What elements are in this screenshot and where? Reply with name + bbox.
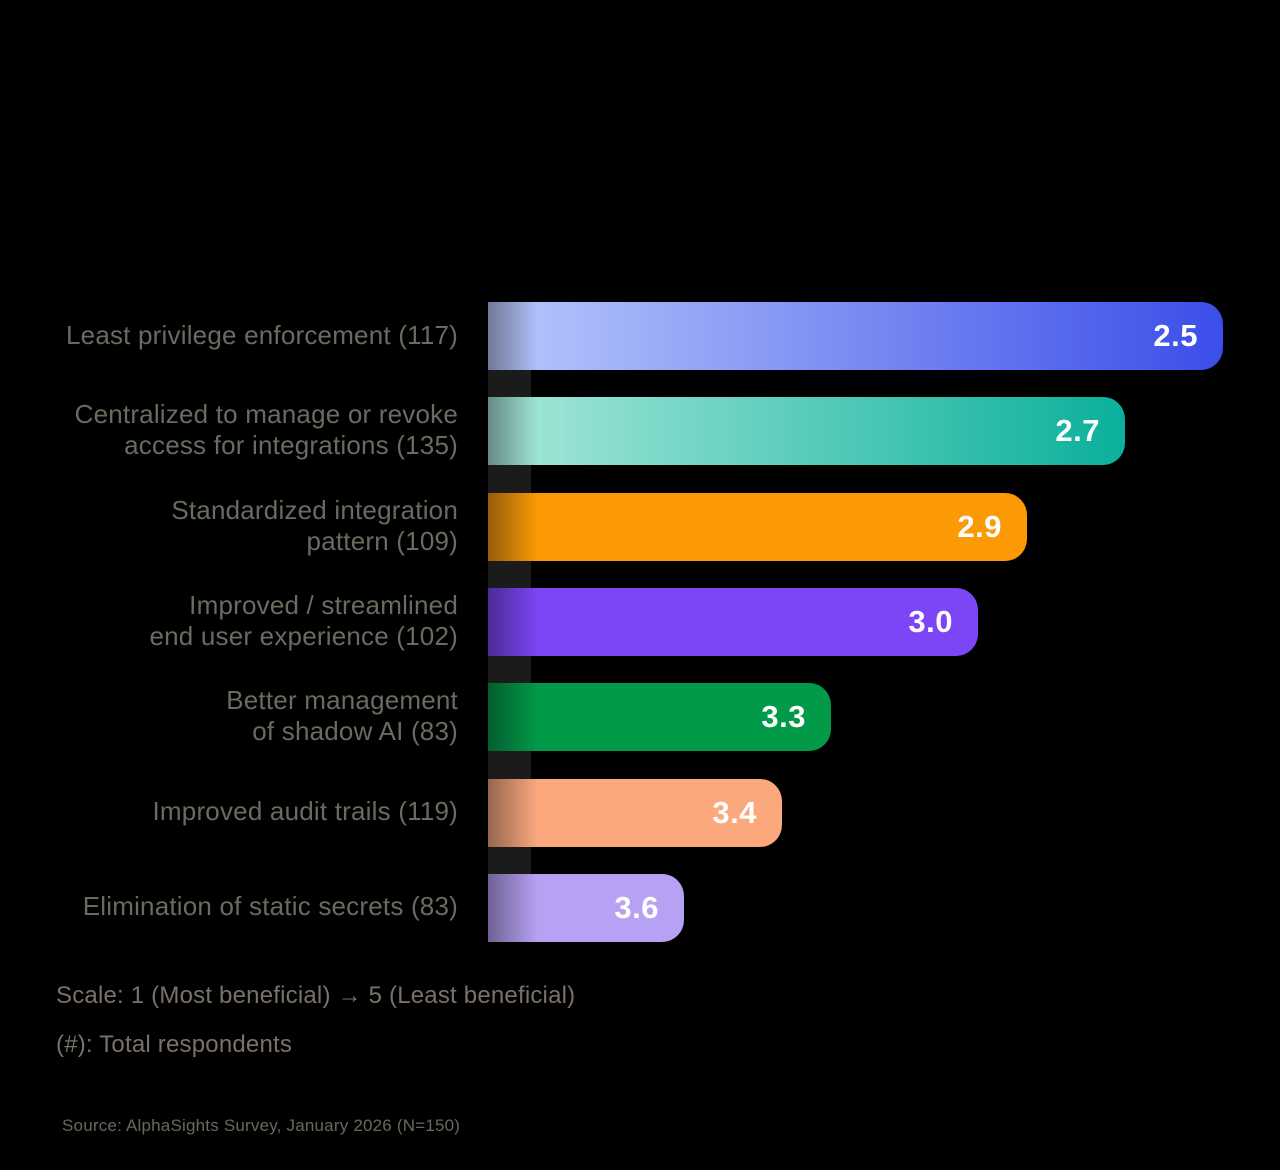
- bar-category-label-line: Improved audit trails (119): [152, 796, 458, 827]
- bar-category-label: Improved audit trails (119): [0, 796, 458, 827]
- bar-category-label: Improved / streamlined end user experienc…: [0, 590, 458, 652]
- bar-category-label: Standardized integration pattern (109): [0, 495, 458, 557]
- bar-category-label-line: pattern (109): [306, 525, 458, 556]
- bar-value-label: 2.7: [1055, 413, 1100, 449]
- bar: 3.6: [488, 873, 684, 942]
- bar-category-label-line: access for integrations (135): [124, 430, 458, 461]
- bar-category-label-line: Least privilege enforcement (117): [66, 319, 458, 350]
- bar-value-label: 2.9: [957, 508, 1002, 544]
- bar-category-label-line: Elimination of static secrets (83): [82, 891, 458, 922]
- bar-category-label-line: Centralized to manage or revoke: [74, 399, 458, 430]
- respondents-note: (#): Total respondents: [56, 1031, 293, 1058]
- bar-value-label: 3.4: [712, 794, 757, 830]
- bar-value-label: 3.6: [614, 889, 659, 925]
- bar: 3.3: [488, 683, 831, 752]
- bar-category-label: Better management of shadow AI (83): [0, 685, 458, 747]
- bar-value-label: 3.3: [761, 699, 806, 735]
- bar: 2.9: [488, 492, 1027, 561]
- bar-category-label-line: Improved / streamlined: [189, 589, 458, 620]
- bar-category-label: Centralized to manage or revoke access fo…: [0, 399, 458, 461]
- bar-category-label: Least privilege enforcement (117): [0, 320, 458, 351]
- bar: 2.5: [488, 302, 1223, 370]
- bar-category-label-line: end user experience (102): [149, 620, 458, 651]
- bar-value-label: 3.0: [908, 603, 953, 639]
- bar-category-label-line: of shadow AI (83): [252, 716, 458, 747]
- bar-category-label-line: Better management: [226, 685, 458, 716]
- bar-category-label: Elimination of static secrets (83): [0, 891, 458, 922]
- bar: 3.4: [488, 778, 782, 847]
- source-note: Source: AlphaSights Survey, January 2026…: [62, 1116, 461, 1135]
- bar: 2.7: [488, 397, 1125, 466]
- bar-category-label-line: Standardized integration: [171, 494, 458, 525]
- bar-value-label: 2.5: [1153, 318, 1198, 353]
- scale-note: Scale: 1 (Most beneficial) → 5 (Least be…: [56, 982, 576, 1009]
- bar: 3.0: [488, 587, 978, 656]
